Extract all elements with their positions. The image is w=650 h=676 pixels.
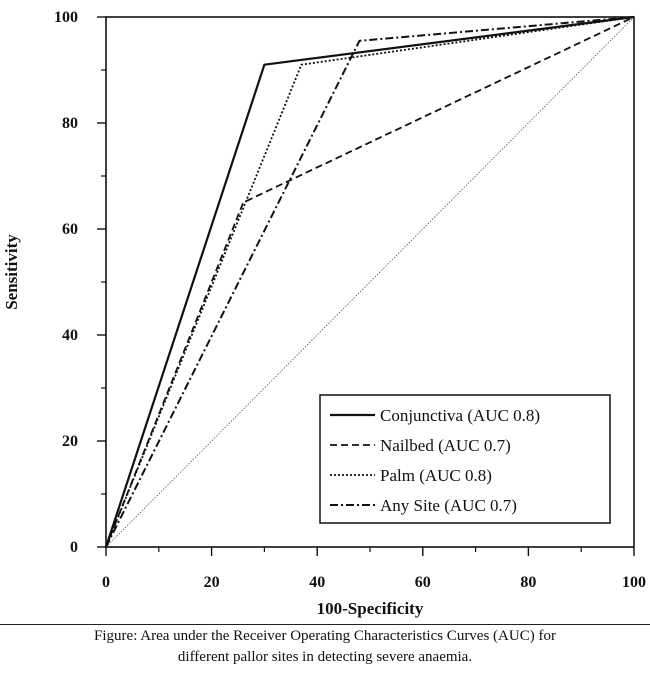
x-tick-label: 0 [102, 574, 110, 591]
x-axis-title: 100-Specificity [317, 599, 424, 618]
series-line-2 [105, 16, 635, 548]
y-tick-label: 80 [62, 115, 78, 132]
legend-box [319, 394, 611, 524]
legend: Conjunctiva (AUC 0.8) Nailbed (AUC 0.7) Pa… [319, 394, 611, 524]
y-tick-label: 100 [54, 9, 78, 26]
y-tick-label: 0 [70, 539, 78, 556]
caption-line-1: Figure: Area under the Receiver Operatin… [94, 628, 556, 644]
legend-label-3: Palm (AUC 0.8) [380, 466, 492, 485]
series-line-1 [104, 15, 635, 548]
x-tick-label: 20 [204, 574, 220, 591]
caption-divider [0, 624, 650, 625]
legend-label-1: Conjunctiva (AUC 0.8) [380, 406, 540, 425]
caption-line-2: different pallor sites in detecting seve… [177, 649, 473, 665]
series-line-4 [105, 16, 635, 548]
x-tick-label: 100 [622, 574, 646, 591]
series-lines [104, 15, 635, 548]
figure-caption: Figure: Area under the Receiver Operatin… [0, 626, 650, 668]
roc-chart: 0 20 40 60 80 100 0 20 40 60 80 100 Conjunctiva (AU… [2, 9, 646, 618]
y-tick-label: 40 [62, 327, 78, 344]
x-tick-label: 80 [520, 574, 536, 591]
legend-label-4: Any Site (AUC 0.7) [380, 496, 517, 515]
x-tick-label: 60 [415, 574, 431, 591]
y-tick-label: 20 [62, 433, 78, 450]
y-axis-title: Sensitivity [2, 234, 21, 310]
axes: 0 20 40 60 80 100 0 20 40 60 80 100 [54, 9, 646, 591]
legend-label-2: Nailbed (AUC 0.7) [380, 436, 511, 455]
x-tick-label: 40 [309, 574, 325, 591]
y-tick-label: 60 [62, 221, 78, 238]
series-line-3 [105, 16, 635, 548]
